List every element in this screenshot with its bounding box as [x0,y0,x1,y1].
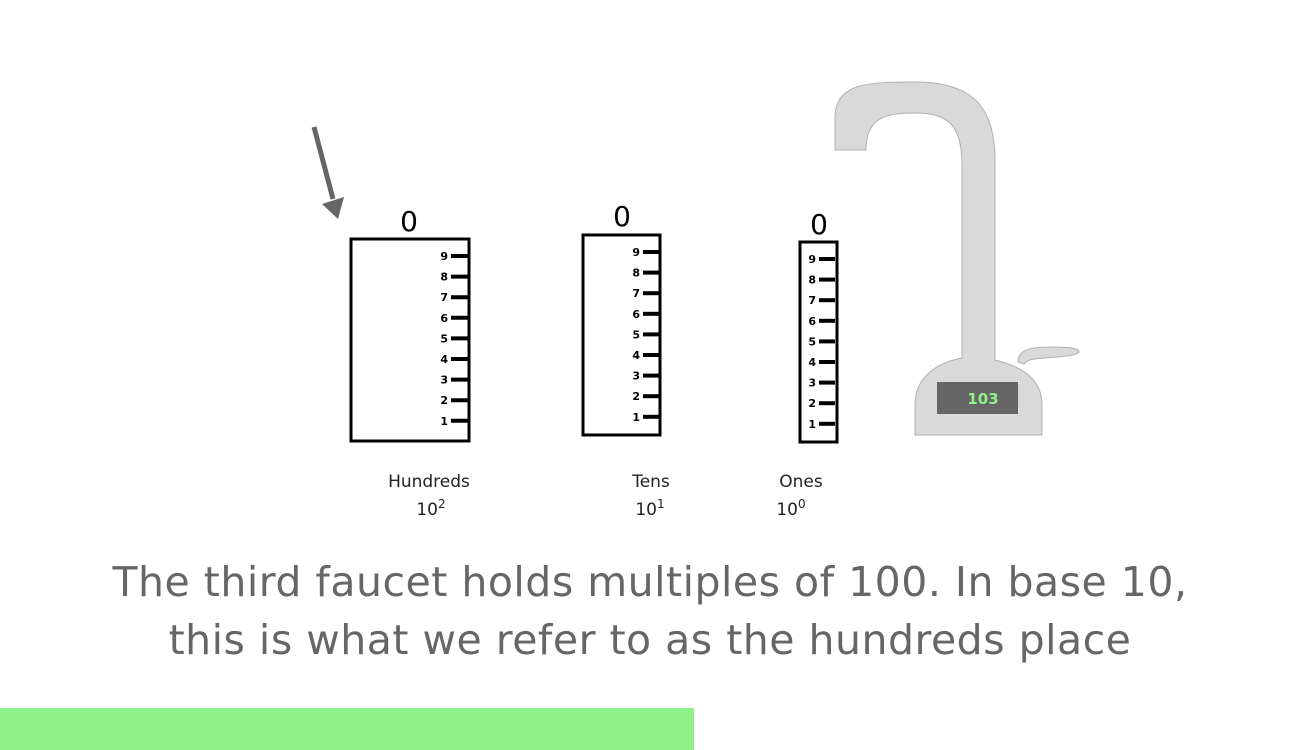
scale-number: 2 [440,394,448,407]
tens-scale: 9 8 7 6 5 4 3 2 1 [632,246,659,424]
ones-power: 100 [776,497,805,520]
hundreds-power: 102 [416,497,445,520]
scale-number: 5 [632,328,640,341]
ones-scale: 9 8 7 6 5 4 3 2 1 [808,253,835,431]
faucet-body [834,81,1043,436]
scale-number: 3 [440,374,448,387]
scale-number: 9 [440,250,448,263]
caption-line-1: The third faucet holds multiples of 100.… [112,558,1188,606]
scale-number: 9 [632,246,640,259]
slide-caption: The third faucet holds multiples of 100.… [0,553,1300,669]
tens-name: Tens [631,472,670,492]
scale-number: 7 [808,294,816,307]
scale-number: 1 [632,411,640,424]
hundreds-scale: 9 8 7 6 5 4 3 2 1 [440,250,469,428]
scale-number: 7 [632,287,640,300]
progress-bar [0,708,695,750]
scale-number: 7 [440,291,448,304]
scale-number: 3 [808,377,816,390]
scale-number: 1 [808,418,816,431]
tens-cylinder: 0 9 8 7 6 5 4 3 2 1 [581,200,662,437]
scale-number: 8 [808,274,816,287]
scale-number: 2 [808,397,816,410]
scale-number: 6 [440,312,448,325]
scale-number: 5 [440,332,448,345]
scale-number: 2 [632,390,640,403]
ones-label: Ones 100 [776,472,823,520]
scale-number: 3 [632,370,640,383]
diagram-canvas: 0 9 8 7 6 5 4 3 2 1 0 9 8 7 6 5 4 3 2 1 0 9 8 7 6 5 4 3 2 1 Hund… [311,81,1080,520]
tens-power: 101 [635,497,664,520]
tens-value: 0 [613,200,631,233]
hundreds-value: 0 [400,205,418,238]
scale-number: 1 [440,415,448,428]
scale-number: 9 [808,253,816,266]
faucet: 103 [834,81,1080,436]
hundreds-cylinder: 0 9 8 7 6 5 4 3 2 1 [349,205,471,443]
faucet-display-value: 103 [967,390,998,408]
tens-label: Tens 101 [631,472,670,520]
ones-value: 0 [810,208,828,241]
hundreds-label: Hundreds 102 [388,472,470,520]
scale-number: 4 [440,353,448,366]
scale-number: 4 [632,349,640,362]
pointer-arrow-icon [311,126,344,219]
scale-number: 8 [440,271,448,284]
ones-name: Ones [779,472,823,492]
faucet-display [937,382,1018,414]
scale-number: 6 [808,315,816,328]
scale-number: 6 [632,308,640,321]
scale-number: 5 [808,335,816,348]
scale-number: 8 [632,267,640,280]
ones-cylinder: 0 9 8 7 6 5 4 3 2 1 [798,208,839,444]
faucet-handle [1017,346,1080,365]
scale-number: 4 [808,356,816,369]
caption-line-2: this is what we refer to as the hundreds… [168,616,1132,664]
hundreds-name: Hundreds [388,472,470,492]
